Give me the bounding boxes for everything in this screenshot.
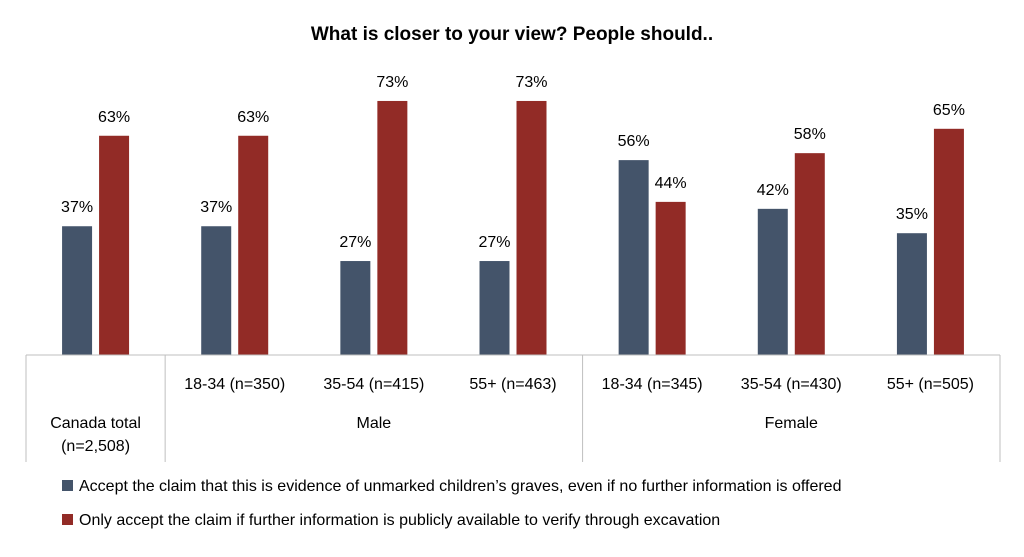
category-label-7: 55+ (n=505) bbox=[887, 376, 974, 393]
value-label-series1-cat2: 37% bbox=[200, 199, 232, 216]
category-label-6: 35-54 (n=430) bbox=[741, 376, 842, 393]
bar-series1-cat4 bbox=[479, 261, 510, 355]
bar-series2-cat6 bbox=[794, 153, 825, 355]
value-label-series1-cat5: 56% bbox=[618, 133, 650, 150]
value-label-series2-cat7: 65% bbox=[933, 102, 965, 119]
bar-series2-cat5 bbox=[655, 201, 686, 355]
category-label-4: 55+ (n=463) bbox=[469, 376, 556, 393]
category-label-5: 18-34 (n=345) bbox=[602, 376, 703, 393]
bar-series2-cat2 bbox=[238, 135, 269, 355]
category-label-2: 18-34 (n=350) bbox=[184, 376, 285, 393]
bar-series1-cat7 bbox=[896, 233, 927, 355]
value-label-series2-cat1: 63% bbox=[98, 109, 130, 126]
legend: Accept the claim that this is evidence o… bbox=[62, 478, 841, 529]
bar-series1-cat5 bbox=[618, 160, 649, 355]
value-label-series1-cat3: 27% bbox=[339, 234, 371, 251]
bars-layer bbox=[62, 100, 964, 356]
group-label-3: Female bbox=[765, 415, 818, 432]
bar-series2-cat3 bbox=[377, 100, 408, 356]
bar-series1-cat6 bbox=[757, 208, 788, 355]
legend-swatch-2 bbox=[62, 514, 73, 525]
chart-title: What is closer to your view? People shou… bbox=[311, 24, 713, 45]
value-label-series1-cat1: 37% bbox=[61, 199, 93, 216]
bar-series2-cat1 bbox=[99, 135, 130, 355]
value-label-series1-cat4: 27% bbox=[478, 234, 510, 251]
value-label-series2-cat5: 44% bbox=[655, 175, 687, 192]
group-label-1-line1: Canada total bbox=[50, 415, 141, 432]
value-label-series2-cat2: 63% bbox=[237, 109, 269, 126]
value-label-series1-cat6: 42% bbox=[757, 182, 789, 199]
group-label-1-line2: (n=2,508) bbox=[61, 438, 130, 455]
bar-series1-cat2 bbox=[201, 226, 232, 355]
value-label-series2-cat3: 73% bbox=[376, 74, 408, 91]
group-label-2: Male bbox=[357, 415, 392, 432]
bar-series2-cat4 bbox=[516, 100, 547, 356]
value-label-series2-cat6: 58% bbox=[794, 126, 826, 143]
bar-series1-cat1 bbox=[62, 226, 93, 355]
value-label-series1-cat7: 35% bbox=[896, 206, 928, 223]
value-labels-layer: 37% 63% 37% 63% 27% 73% 27% 73% 56% 44% 42% 58% 35% 6… bbox=[61, 74, 965, 251]
legend-label-2: Only accept the claim if further informa… bbox=[79, 512, 720, 529]
value-label-series2-cat4: 73% bbox=[515, 74, 547, 91]
category-axis: Canada total (n=2,508) 18-34 (n=350) 35-54 … bbox=[25, 354, 1001, 462]
category-label-3: 35-54 (n=415) bbox=[323, 376, 424, 393]
legend-label-1: Accept the claim that this is evidence o… bbox=[79, 478, 841, 495]
bar-series1-cat3 bbox=[340, 261, 371, 355]
bar-series2-cat7 bbox=[933, 128, 964, 355]
legend-swatch-1 bbox=[62, 480, 73, 491]
